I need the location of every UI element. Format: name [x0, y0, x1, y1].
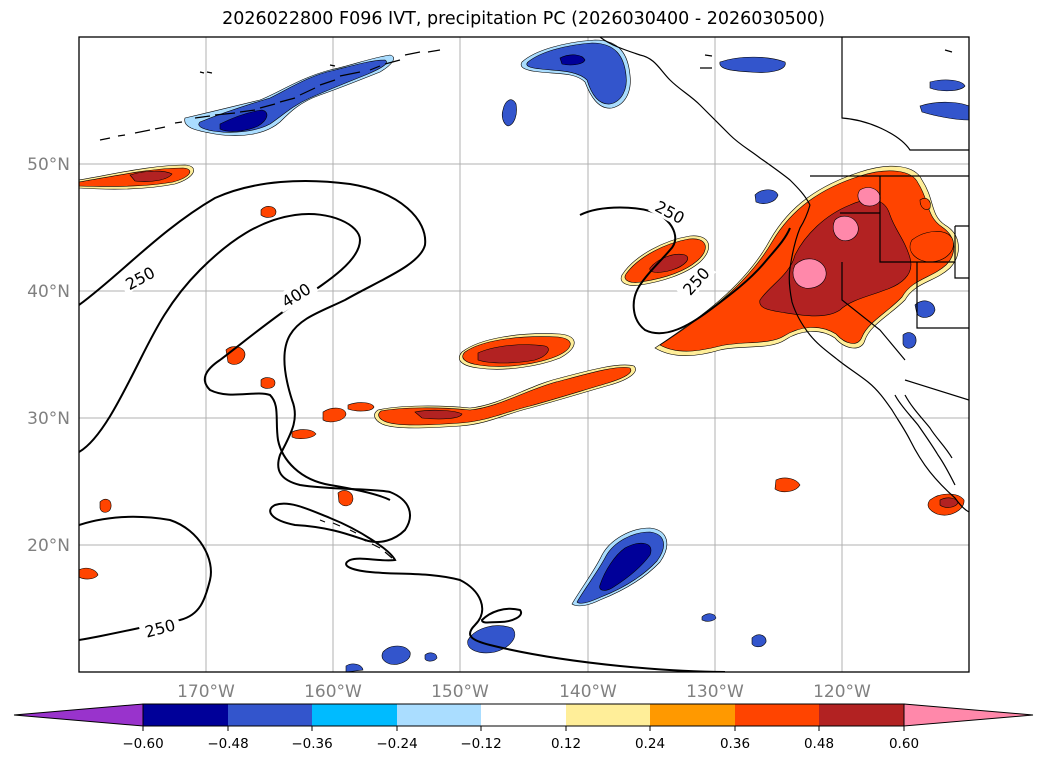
precip-neg-aleutian-dark	[219, 109, 268, 132]
precip-neg-south-e	[345, 663, 364, 672]
precip-neg-south-f	[424, 652, 438, 662]
colorbar-label-2: −0.48	[207, 736, 248, 752]
colorbar-bin-2	[228, 704, 312, 726]
colorbar-label-8: 0.36	[720, 736, 750, 752]
precip-neg-small-c	[914, 300, 936, 318]
coast-na-west	[788, 204, 969, 513]
precip-area-small-3	[260, 377, 276, 389]
precip-neg-small-d	[902, 332, 917, 349]
precip-neg-south-c	[701, 613, 717, 622]
colorbar-bin-8	[735, 704, 819, 726]
colorbar-label-10: 0.60	[889, 736, 919, 752]
lon-label-170: 170°W	[177, 682, 235, 702]
lat-label-30: 30°N	[27, 409, 70, 429]
colorbar-label-7: 0.24	[635, 736, 665, 752]
colorbar-bin-3	[312, 704, 397, 726]
colorbar-label-3: −0.36	[291, 736, 332, 752]
precip-area-small-6	[291, 429, 317, 439]
colorbar-label-5: −0.12	[460, 736, 501, 752]
lat-label-20: 20°N	[27, 536, 70, 556]
coast-baja	[894, 394, 956, 486]
precip-neg-small-a	[501, 99, 517, 127]
precip-neg-ne2	[929, 79, 966, 92]
border-state-1	[841, 37, 969, 151]
precip-area-small-13	[919, 198, 931, 210]
colorbar-bin-6	[566, 704, 650, 726]
colorbar-extend-right	[903, 703, 1034, 727]
precip-area-small-10	[774, 477, 801, 493]
coast-alaska	[599, 37, 811, 206]
colorbar-label-6: 0.12	[551, 736, 581, 752]
lon-label-150: 150°W	[431, 682, 489, 702]
precip-area-west-coast-dark	[759, 199, 912, 317]
border-state-4	[916, 262, 969, 329]
precip-area-west-coast-pink2	[832, 215, 859, 241]
colorbar-label-4: −0.24	[376, 736, 417, 752]
precip-area-small-12	[939, 497, 959, 508]
ivt-contour-250-west	[79, 179, 726, 672]
precip-neg-south-d	[751, 634, 767, 648]
lon-label-140: 140°W	[559, 682, 617, 702]
ivt-contour-small	[480, 607, 523, 624]
precip-area-small-1	[260, 206, 277, 218]
lon-label-130: 130°W	[686, 682, 744, 702]
colorbar-bin-5	[481, 704, 566, 726]
precip-area-nw-50n-dark	[129, 170, 173, 182]
colorbar-ticks	[142, 726, 905, 731]
precip-area-small-8	[99, 498, 112, 513]
precip-area-west-coast-pink3	[857, 187, 881, 207]
precip-area-30n-band-dark	[414, 409, 463, 420]
coastlines	[99, 37, 969, 559]
precip-area-west-coast-pink1	[792, 258, 827, 289]
precip-area-small-7	[337, 490, 354, 507]
precip-area-small-9	[79, 567, 99, 580]
precip-area-ne-pacific-dark	[649, 253, 689, 273]
figure-title: 2026022800 F096 IVT, precipitation PC (2…	[222, 9, 825, 29]
lon-label-160: 160°W	[304, 682, 362, 702]
map-frame	[78, 36, 970, 673]
colorbar-extend-left	[13, 703, 144, 727]
colorbar-bin-9	[819, 704, 904, 726]
precip-area-ne-patch	[909, 231, 954, 263]
precip-neg-south-a	[467, 625, 516, 654]
border-state-2	[879, 176, 955, 263]
precip-neg-hawaii-south-dark	[599, 542, 652, 591]
precip-neg-small-b	[754, 189, 779, 204]
precip-area-small-5	[347, 402, 375, 412]
coast-small-islands	[199, 49, 953, 74]
colorbar-bin-1	[143, 704, 228, 726]
lat-tick-labels: 20°N 30°N 40°N 50°N	[27, 155, 70, 556]
border-mexico	[904, 379, 969, 401]
precip-neg-gulf-alaska-dark	[559, 54, 586, 66]
coast-aleutians	[99, 49, 441, 141]
precip-area-small-4	[322, 407, 347, 423]
colorbar: −0.60 −0.48 −0.36 −0.24 −0.12 0.12 0.24 …	[13, 703, 1034, 752]
colorbar-label-1: −0.60	[122, 736, 163, 752]
border-state-5	[954, 225, 969, 279]
coast-hawaii	[319, 519, 393, 559]
precip-neg-ne3	[919, 101, 969, 121]
precip-neg-ne	[719, 56, 786, 73]
precip-area-35n-dark	[477, 344, 549, 364]
colorbar-bin-4	[397, 704, 481, 726]
lat-label-50: 50°N	[27, 155, 70, 175]
border-state-3	[841, 262, 906, 361]
precip-neg-south-b	[381, 645, 411, 665]
colorbar-bin-7	[650, 704, 735, 726]
lon-label-120: 120°W	[813, 682, 871, 702]
lat-label-40: 40°N	[27, 282, 70, 302]
precip-neg-gulf-alaska-mid	[526, 42, 627, 105]
colorbar-frame	[142, 703, 905, 727]
colorbar-label-9: 0.48	[804, 736, 834, 752]
lon-tick-labels: 170°W 160°W 150°W 140°W 130°W 120°W	[177, 682, 871, 702]
